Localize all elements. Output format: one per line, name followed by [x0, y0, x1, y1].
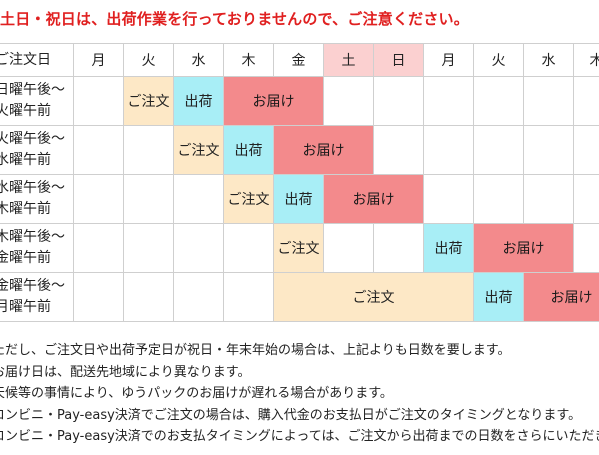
order-window-label: 金曜午後～ 月曜午前 — [0, 272, 74, 322]
delivery-cell: お届け — [223, 76, 324, 126]
header-day-wed-2: 水 — [523, 43, 574, 77]
ship-cell: 出荷 — [423, 223, 474, 273]
header-day-fri: 金 — [273, 43, 324, 77]
empty-cell — [73, 125, 124, 175]
order-window-label: 木曜午後～ 金曜午前 — [0, 223, 74, 273]
footnote-weather: 天候等の事情により、ゆうパックのお届けが遅れる場合があります。 — [0, 386, 393, 401]
footnotes: ただし、ご注文日や出荷予定日が祝日・年末年始の場合は、上記よりも日数を要します。… — [0, 340, 599, 448]
empty-cell — [223, 223, 274, 273]
table-row: 木曜午後～ 金曜午前 ご注文 出荷 お届け — [0, 223, 599, 273]
order-window-label: 火曜午後～ 水曜午前 — [0, 125, 74, 175]
footnote-holiday: ただし、ご注文日や出荷予定日が祝日・年末年始の場合は、上記よりも日数を要します。 — [0, 343, 511, 358]
footnote-payment-timing: コンビニ・Pay-easy決済でのお支払タイミングによっては、ご注文から出荷まで… — [0, 429, 599, 444]
header-day-thu: 木 — [223, 43, 274, 77]
delivery-cell: お届け — [323, 174, 424, 224]
empty-cell — [473, 125, 524, 175]
empty-cell — [73, 76, 124, 126]
empty-cell — [223, 272, 274, 322]
empty-cell — [323, 223, 374, 273]
empty-cell — [123, 272, 174, 322]
empty-cell — [123, 223, 174, 273]
shipping-schedule-table: ご注文日 月 火 水 木 金 土 日 月 火 水 木 日曜午後～ 火曜午前 ご注… — [0, 43, 599, 322]
delivery-cell: お届け — [523, 272, 599, 322]
empty-cell — [423, 76, 474, 126]
footnote-delivery-region: お届け日は、配送先地域により異なります。 — [0, 364, 251, 380]
header-day-wed: 水 — [173, 43, 224, 77]
empty-cell — [73, 223, 124, 273]
header-day-mon: 月 — [73, 43, 124, 77]
empty-cell — [573, 174, 599, 224]
holiday-notice-headline: 土日・祝日は、出荷作業を行っておりませんので、ご注意ください。 — [0, 10, 469, 28]
empty-cell — [173, 223, 224, 273]
empty-cell — [523, 125, 574, 175]
ship-cell: 出荷 — [473, 272, 524, 322]
empty-cell — [373, 223, 424, 273]
order-cell: ご注文 — [123, 76, 174, 126]
empty-cell — [323, 76, 374, 126]
empty-cell — [123, 174, 174, 224]
order-cell: ご注文 — [273, 223, 324, 273]
order-window-label: 水曜午後～ 木曜午前 — [0, 174, 74, 224]
header-order-date: ご注文日 — [0, 43, 74, 77]
empty-cell — [423, 125, 474, 175]
empty-cell — [573, 76, 599, 126]
empty-cell — [173, 174, 224, 224]
empty-cell — [73, 272, 124, 322]
order-cell: ご注文 — [273, 272, 474, 322]
empty-cell — [173, 272, 224, 322]
delivery-cell: お届け — [473, 223, 574, 273]
empty-cell — [573, 125, 599, 175]
header-day-mon-2: 月 — [423, 43, 474, 77]
ship-cell: 出荷 — [173, 76, 224, 126]
empty-cell — [73, 174, 124, 224]
table-row: 日曜午後～ 火曜午前 ご注文 出荷 お届け — [0, 76, 599, 126]
empty-cell — [573, 223, 599, 273]
table-header-row: ご注文日 月 火 水 木 金 土 日 月 火 水 木 — [0, 43, 599, 77]
delivery-cell: お届け — [273, 125, 374, 175]
empty-cell — [473, 174, 524, 224]
header-day-thu-2: 木 — [573, 43, 599, 77]
table-row: 水曜午後～ 木曜午前 ご注文 出荷 お届け — [0, 174, 599, 224]
empty-cell — [123, 125, 174, 175]
header-day-tue: 火 — [123, 43, 174, 77]
ship-cell: 出荷 — [273, 174, 324, 224]
footnote-convenience-payment: コンビニ・Pay-easy決済でご注文の場合は、購入代金のお支払日がご注文のタイ… — [0, 407, 582, 423]
order-cell: ご注文 — [223, 174, 274, 224]
order-window-label: 日曜午後～ 火曜午前 — [0, 76, 74, 126]
table-row: 金曜午後～ 月曜午前 ご注文 出荷 お届け — [0, 272, 599, 322]
order-cell: ご注文 — [173, 125, 224, 175]
ship-cell: 出荷 — [223, 125, 274, 175]
empty-cell — [373, 125, 424, 175]
empty-cell — [373, 76, 424, 126]
empty-cell — [523, 174, 574, 224]
empty-cell — [473, 76, 524, 126]
empty-cell — [423, 174, 474, 224]
header-day-tue-2: 火 — [473, 43, 524, 77]
header-day-sun: 日 — [373, 43, 424, 77]
empty-cell — [523, 76, 574, 126]
header-day-sat: 土 — [323, 43, 374, 77]
table-row: 火曜午後～ 水曜午前 ご注文 出荷 お届け — [0, 125, 599, 175]
